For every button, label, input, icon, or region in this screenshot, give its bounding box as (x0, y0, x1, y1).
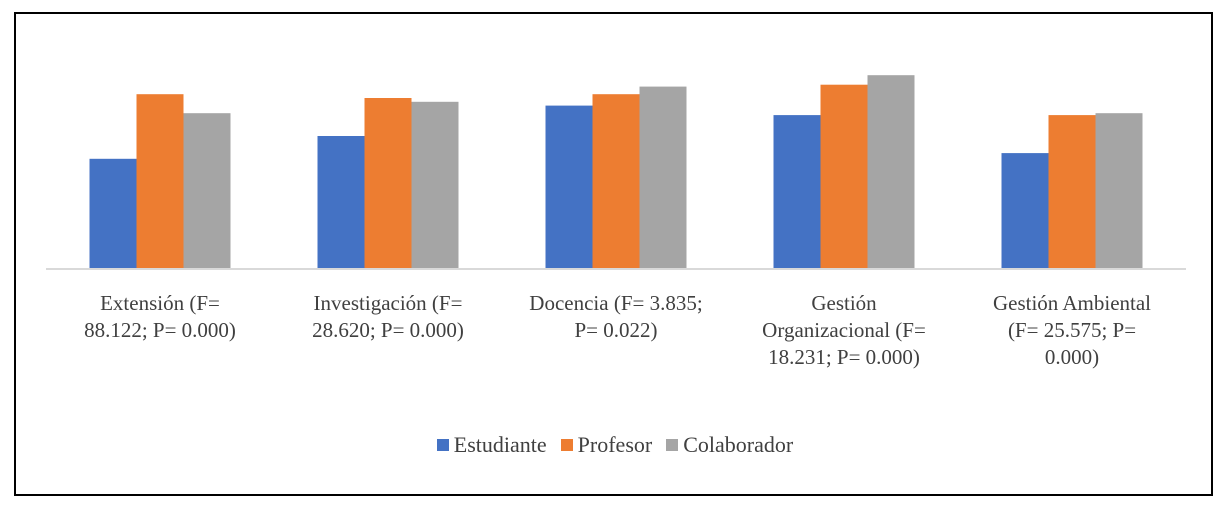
bar-colaborador-1 (411, 101, 459, 269)
category-label-1: Investigación (F= 28.620; P= 0.000) (312, 291, 464, 342)
legend-label: Estudiante (453, 432, 547, 457)
legend-swatch (666, 439, 679, 451)
bar-profesor-3 (820, 84, 868, 269)
legend-item-estudiante: Estudiante (436, 432, 547, 458)
legend-label: Colaborador (683, 432, 794, 457)
legend-item-colaborador: Colaborador (666, 432, 793, 458)
category-label-0: Extensión (F= 88.122; P= 0.000) (84, 291, 236, 342)
category-label-4: Gestión Ambiental (F= 25.575; P= 0.000) (993, 291, 1151, 369)
bar-estudiante-0 (89, 158, 137, 269)
bar-profesor-1 (364, 98, 412, 269)
bar-colaborador-2 (639, 86, 687, 269)
bar-colaborador-0 (183, 113, 231, 269)
bar-colaborador-4 (1095, 113, 1143, 269)
bar-estudiante-4 (1001, 153, 1049, 269)
category-label-3: Gestión Organizacional (F= 18.231; P= 0.00… (762, 291, 926, 369)
legend-item-profesor: Profesor (560, 432, 653, 458)
bar-profesor-0 (136, 94, 184, 269)
legend-swatch (436, 439, 449, 451)
category-label-2: Docencia (F= 3.835; P= 0.022) (529, 291, 702, 342)
bar-profesor-2 (592, 94, 640, 269)
bar-estudiante-3 (773, 115, 821, 269)
legend-label: Profesor (577, 432, 653, 457)
bar-profesor-4 (1048, 115, 1096, 269)
bar-estudiante-2 (545, 105, 593, 269)
chart-legend: Estudiante Profesor Colaborador (0, 432, 1230, 458)
bar-colaborador-3 (867, 75, 915, 269)
bar-estudiante-1 (317, 136, 365, 269)
legend-swatch (560, 439, 573, 451)
